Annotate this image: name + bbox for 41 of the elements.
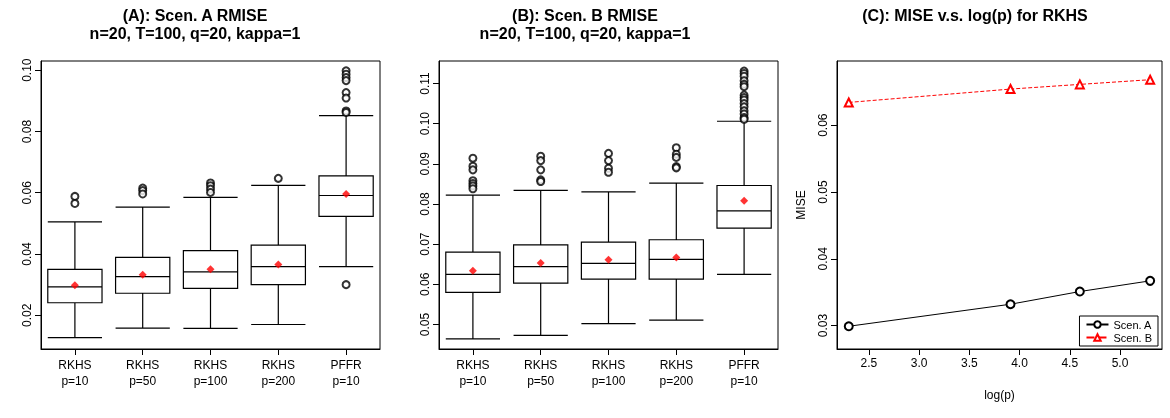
y-tick-label: 0.06	[418, 272, 432, 297]
x-tick-label: RKHS p=200	[261, 358, 296, 388]
chart-title: (A): Scen. A RMISE	[122, 6, 268, 24]
y-tick-label: 0.11	[418, 71, 432, 95]
x-tick-label: 4.0	[1011, 356, 1029, 370]
x-tick-label: RKHS p=50	[126, 358, 160, 388]
y-tick-label: 0.08	[418, 191, 432, 216]
y-tick-label: 0.10	[20, 58, 34, 82]
x-tick-label: 3.5	[960, 356, 978, 370]
y-tick-label: 0.03	[816, 313, 830, 338]
x-tick-label: RKHS p=50	[524, 358, 558, 388]
legend-label: Scen. B	[1113, 331, 1153, 344]
y-tick-label: 0.06	[20, 180, 34, 205]
y-tick-label: 0.02	[20, 303, 34, 327]
x-tick-label: 3.0	[910, 356, 928, 370]
x-tick-label: RKHS p=10	[58, 358, 92, 388]
x-tick-label: 5.0	[1111, 356, 1129, 370]
x-tick-label: RKHS p=200	[659, 358, 694, 388]
y-tick-label: 0.05	[816, 179, 830, 204]
x-tick-label: 2.5	[860, 356, 878, 370]
chart-subtitle: n=20, T=100, q=20, kappa=1	[479, 24, 691, 42]
y-tick-label: 0.10	[418, 111, 432, 136]
y-tick-label: 0.09	[418, 151, 432, 176]
chart-subtitle: n=20, T=100, q=20, kappa=1	[89, 24, 301, 42]
x-tick-label: PFFR p=10	[330, 358, 363, 388]
chart-title: (C): MISE v.s. log(p) for RKHS	[862, 6, 1089, 24]
x-tick-label: RKHS p=100	[591, 358, 626, 388]
x-tick-label: RKHS p=10	[456, 358, 490, 388]
y-tick-label: 0.05	[418, 312, 432, 337]
y-axis-title: MISE	[794, 190, 808, 220]
x-tick-label: RKHS p=100	[193, 358, 228, 388]
x-tick-label: 4.5	[1061, 356, 1079, 370]
x-tick-label: PFFR p=10	[728, 358, 761, 388]
legend-label: Scen. A	[1113, 318, 1153, 331]
chart-title: (B): Scen. B RMISE	[512, 6, 659, 24]
y-tick-label: 0.04	[20, 242, 34, 266]
x-axis-title: log(p)	[984, 388, 1015, 402]
y-tick-label: 0.06	[816, 113, 830, 137]
y-tick-label: 0.07	[418, 232, 432, 256]
y-tick-label: 0.08	[20, 119, 34, 144]
y-tick-label: 0.04	[816, 246, 830, 271]
